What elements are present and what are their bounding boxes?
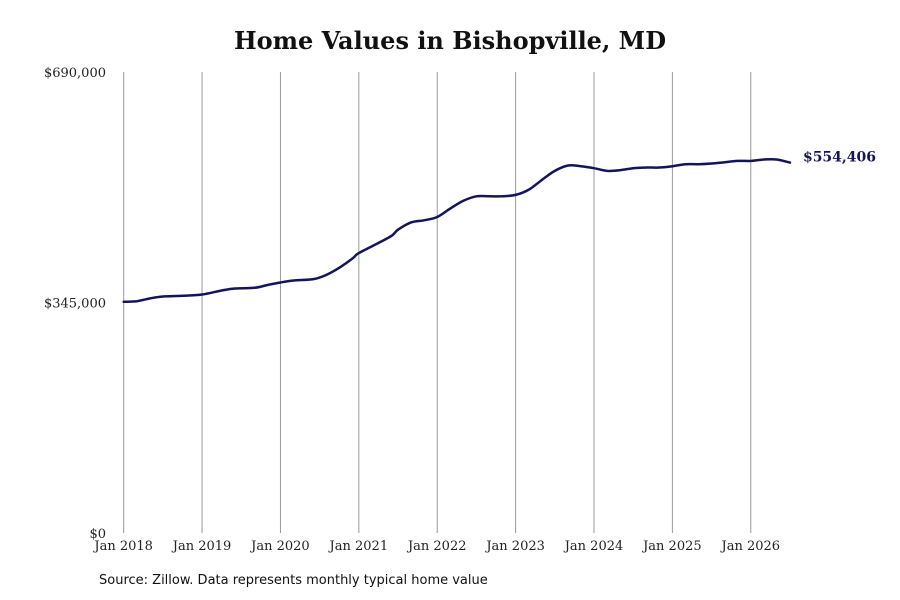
x-tick-label: Jan 2022 [406,539,467,554]
x-tick-label: Jan 2025 [641,539,702,554]
series-line-home-value [122,157,792,304]
x-tick-label: Jan 2023 [484,539,545,554]
y-tick-label: $690,000 [44,66,106,81]
x-tick-label: Jan 2020 [249,539,310,554]
x-tick-label: Jan 2026 [719,539,780,554]
gridlines [123,72,752,533]
chart-title: Home Values in Bishopville, MD [233,26,667,55]
y-tick-label: $0 [89,527,106,542]
y-axis-ticks: $0 $345,000 $690,000 [44,66,106,542]
end-value-label: $554,406 [803,150,876,166]
x-tick-label: Jan 2018 [92,539,153,554]
y-tick-label: $345,000 [44,297,106,312]
source-note: Source: Zillow. Data represents monthly … [99,573,488,588]
x-axis-ticks: Jan 2018 Jan 2019 Jan 2020 Jan 2021 Jan 2022… [92,539,780,554]
x-tick-label: Jan 2021 [328,539,389,554]
x-tick-label: Jan 2024 [563,539,624,554]
x-tick-label: Jan 2019 [171,539,232,554]
